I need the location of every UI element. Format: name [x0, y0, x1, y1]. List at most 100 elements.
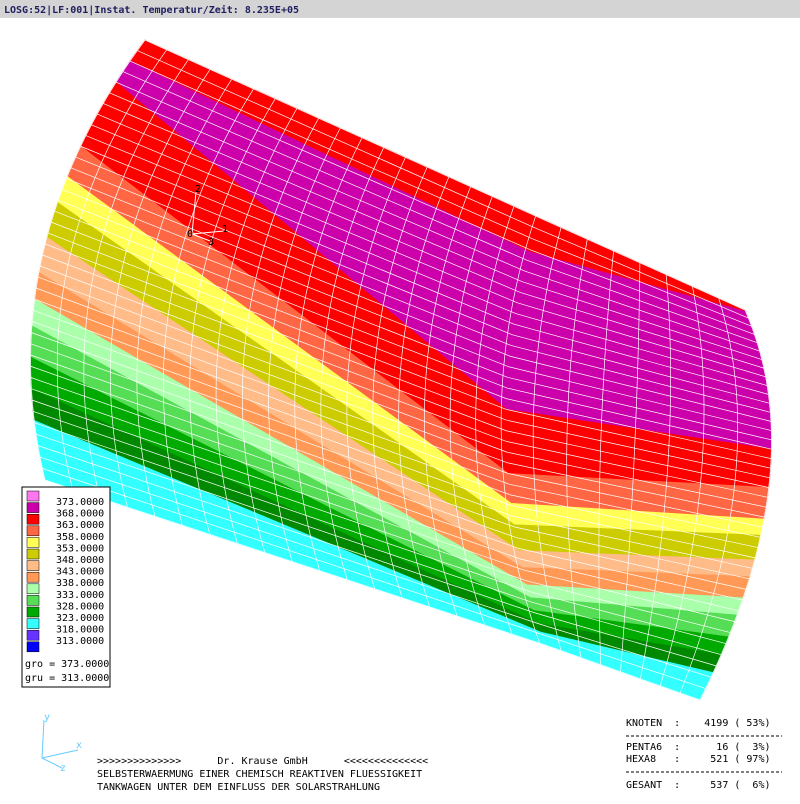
- legend-label: 318.0000: [56, 625, 104, 636]
- triad-axis: [41, 719, 45, 759]
- mesh-line: [679, 298, 739, 694]
- title-bar: [0, 0, 800, 18]
- mesh-line: [122, 71, 755, 335]
- mesh-line: [136, 78, 233, 517]
- legend-max: gro = 373.0000: [25, 659, 109, 670]
- legend-swatch: [26, 595, 40, 606]
- mesh-line: [699, 309, 772, 701]
- mesh-line: [62, 189, 772, 431]
- legend: 373.0000368.0000363.0000358.0000353.0000…: [26, 490, 104, 653]
- mesh-line: [32, 321, 758, 548]
- mesh-line: [475, 206, 515, 635]
- stats-row: KNOTEN : 4199 ( 53%): [626, 718, 771, 729]
- legend-label: 363.0000: [56, 520, 104, 531]
- triad-axis: [41, 749, 79, 759]
- mesh-line: [346, 157, 406, 589]
- mesh-line: [144, 39, 746, 311]
- mesh-line: [30, 377, 743, 601]
- mesh-line: [58, 199, 772, 441]
- triad-axis: [191, 230, 225, 235]
- legend-swatch: [26, 513, 40, 525]
- mesh-line: [500, 215, 540, 644]
- mesh-line: [97, 113, 764, 369]
- mesh-line: [242, 118, 319, 553]
- legend-label: 328.0000: [56, 601, 104, 612]
- legend-label: 343.0000: [56, 567, 104, 578]
- mesh-line: [566, 239, 588, 658]
- mesh-line: [35, 433, 722, 656]
- legend-label: 373.0000: [56, 497, 104, 508]
- mesh-line: [56, 49, 167, 490]
- legend-label: 358.0000: [56, 532, 104, 543]
- legend-label: 348.0000: [56, 555, 104, 566]
- legend-swatch: [26, 525, 40, 537]
- mesh-line: [44, 479, 701, 701]
- legend-swatch: [26, 571, 40, 583]
- footer-line: TANKWAGEN UNTER DEM EINFLUSS DER SOLARST…: [97, 782, 380, 793]
- mesh-line: [36, 287, 765, 518]
- mesh-line: [129, 60, 752, 327]
- mesh-line: [31, 332, 756, 559]
- mesh-line: [32, 399, 735, 622]
- mesh-line: [620, 262, 641, 672]
- stats-row: HEXA8 : 521 ( 97%): [626, 754, 771, 765]
- mesh-line: [70, 167, 771, 413]
- mesh-line: [47, 232, 771, 469]
- model-triad: 2 1 3 0: [187, 184, 228, 248]
- mesh-line: [33, 411, 731, 633]
- mesh-line: [109, 92, 760, 352]
- mesh-line: [34, 298, 763, 528]
- mesh-line: [31, 388, 739, 612]
- legend-swatch: [26, 537, 40, 548]
- mesh-line: [30, 365, 747, 590]
- mesh-line: [189, 98, 276, 535]
- mesh-line: [103, 103, 762, 360]
- view-triad: y x z: [41, 712, 82, 774]
- triad-label: 0: [187, 229, 193, 240]
- footer-line: SELBSTERWAERMUNG EINER CHEMISCH REAKTIVE…: [97, 769, 422, 780]
- cylinder-mesh: [30, 39, 772, 701]
- triad-axis: [191, 191, 197, 235]
- footer-line: >>>>>>>>>>>>>> Dr. Krause GmbH <<<<<<<<<…: [97, 756, 428, 767]
- legend-label: 368.0000: [56, 509, 104, 520]
- stats-row: PENTA6 : 16 ( 3%): [626, 742, 771, 753]
- mesh-line: [54, 210, 772, 450]
- mesh-line: [91, 124, 766, 378]
- mesh-line: [75, 156, 770, 404]
- mesh-line: [268, 127, 341, 562]
- title-text: LOSG:52|LF:001|Instat. Temperatur/Zeit: …: [4, 4, 299, 16]
- mesh-line: [640, 274, 671, 679]
- legend-label: 333.0000: [56, 590, 104, 601]
- legend-swatch: [26, 618, 40, 629]
- mesh-line: [449, 196, 493, 626]
- legend-swatch: [26, 560, 40, 571]
- mesh-line: [42, 468, 706, 689]
- mesh-line: [51, 221, 772, 459]
- mesh-line: [66, 178, 772, 422]
- triad-axis: [41, 757, 63, 769]
- mesh-line: [115, 81, 758, 344]
- mesh-line: [372, 167, 428, 598]
- legend-swatch: [26, 583, 40, 595]
- triad-label: 3: [208, 237, 214, 248]
- mesh-line: [42, 254, 769, 488]
- legend-label: 353.0000: [56, 543, 104, 554]
- mesh-line: [34, 422, 726, 644]
- mesh-line: [30, 343, 753, 569]
- stats-row: GESANT : 537 ( 6%): [626, 780, 771, 791]
- mesh-line: [137, 50, 749, 319]
- mesh-line: [85, 135, 768, 386]
- mesh-line: [424, 186, 471, 617]
- mesh-line: [40, 265, 768, 498]
- triad-label: z: [60, 763, 66, 774]
- legend-swatch: [26, 606, 40, 618]
- triad-label: 2: [195, 184, 201, 195]
- legend-label: 323.0000: [56, 613, 104, 624]
- triad-label: y: [44, 712, 50, 723]
- mesh-line: [30, 354, 750, 580]
- mesh-line: [532, 227, 562, 651]
- triad-label: x: [76, 740, 82, 751]
- legend-min: gru = 313.0000: [25, 673, 109, 684]
- mesh-line: [80, 145, 769, 395]
- mesh-line: [83, 59, 189, 499]
